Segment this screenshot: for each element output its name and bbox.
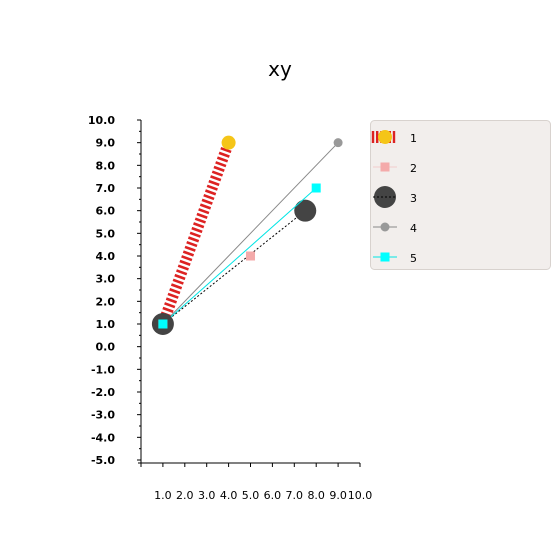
x-tick-label: 2.0 [176, 489, 194, 502]
series-1-hatch [211, 170, 224, 177]
series-1-hatch [220, 146, 232, 154]
legend-item-1: 1 [371, 130, 417, 145]
series-1-hatch [182, 250, 195, 257]
legend-label-1: 1 [410, 132, 417, 145]
x-tick-label: 9.0 [329, 489, 347, 502]
series-1-hatch [177, 264, 189, 271]
series-5-marker-legend [380, 252, 390, 262]
y-tick-label: 7.0 [96, 182, 116, 195]
y-tick-label: 3.0 [96, 273, 116, 286]
y-tick-label: 0.0 [96, 341, 116, 354]
chart-title: xy [268, 57, 292, 81]
legend-label-5: 5 [410, 252, 417, 265]
series-4-line [162, 142, 339, 325]
series-1-hatch [167, 292, 179, 299]
series-1-hatch [181, 255, 193, 262]
y-tick-label: 2.0 [96, 295, 116, 308]
legend-item-2: 2 [373, 162, 417, 175]
x-tick-label: 8.0 [307, 489, 325, 502]
series-4-marker-legend [380, 222, 390, 232]
x-tick-label: 3.0 [198, 489, 216, 502]
series-5 [162, 183, 321, 325]
series-2 [246, 251, 255, 261]
y-tick-label: 8.0 [96, 159, 116, 172]
legend-item-3: 3 [373, 186, 417, 208]
y-tick-label: 10.0 [88, 114, 115, 127]
series-2-marker-legend [380, 162, 390, 172]
series-1-hatch [179, 259, 191, 266]
y-tick-label: 5.0 [96, 227, 116, 240]
y-tick-label: 6.0 [96, 205, 116, 218]
legend-label-3: 3 [410, 192, 417, 205]
series-1-hatch [187, 236, 200, 243]
y-tick-label: -1.0 [91, 363, 115, 376]
y-tick-label: 1.0 [96, 318, 116, 331]
series-5-marker-end [311, 183, 321, 193]
series-1-hatch [189, 231, 201, 238]
series-1-hatch [162, 306, 174, 313]
series-1-hatch [199, 203, 212, 210]
series-1-hatch [194, 217, 206, 224]
series-3 [162, 199, 317, 325]
x-tick-label: 7.0 [286, 489, 304, 502]
series-1-hatch [169, 287, 181, 295]
series-3-marker-end [294, 199, 317, 222]
series-1-hatch [208, 179, 220, 187]
series-1-hatch [184, 245, 196, 252]
series-1-hatch [164, 302, 176, 309]
series-1-hatch [206, 184, 218, 191]
legend-box [370, 120, 551, 270]
series-5-marker-start [158, 319, 168, 329]
legend-item-4: 4 [373, 222, 417, 235]
series-4-marker-end [333, 138, 343, 148]
series-1-hatch [201, 198, 213, 205]
series-1 [157, 135, 236, 328]
series-1-hatch [176, 269, 188, 276]
series-1-hatch [191, 226, 203, 234]
series-1-marker-legend [378, 130, 392, 144]
series-1-hatch [215, 161, 227, 168]
y-tick-label: -5.0 [91, 454, 115, 467]
series-1-hatch [216, 156, 229, 163]
x-tick-label: 5.0 [242, 489, 260, 502]
series-1-hatch [193, 222, 205, 229]
series-1-hatch [165, 297, 178, 304]
series-1-hatch [203, 193, 215, 201]
legend-label-4: 4 [410, 222, 417, 235]
series-5-line [162, 187, 317, 325]
series-1-hatch [204, 189, 217, 196]
series-1-hatch [218, 151, 230, 158]
legend-item-5: 5 [373, 252, 417, 265]
y-tick-label: -4.0 [91, 431, 115, 444]
series-1-marker-end [221, 135, 236, 150]
series-4 [162, 138, 343, 325]
x-tick-label: 4.0 [220, 489, 238, 502]
legend: 1 2 3 4 5 [370, 120, 551, 270]
series-1-hatch [210, 175, 222, 182]
y-tick-label: -3.0 [91, 409, 115, 422]
series-1-hatch [170, 283, 183, 290]
x-tick-label: 1.0 [154, 489, 172, 502]
series-1-hatch [213, 165, 225, 172]
series-layer [151, 135, 343, 335]
series-1-hatch [172, 278, 184, 285]
series-1-hatch [174, 273, 186, 281]
series-1-hatch [198, 208, 210, 215]
y-tick-label: -2.0 [91, 386, 115, 399]
series-1-hatch [196, 212, 208, 219]
y-tick-label: 4.0 [96, 250, 116, 263]
series-1-hatch [186, 240, 198, 248]
legend-label-2: 2 [410, 162, 417, 175]
x-tick-label: 10.0 [348, 489, 373, 502]
axes: 10.09.08.07.06.05.04.03.02.01.00.0-1.0-2… [88, 114, 372, 502]
y-tick-label: 9.0 [96, 137, 116, 150]
x-tick-label: 6.0 [264, 489, 282, 502]
series-2-marker-end [246, 251, 255, 261]
